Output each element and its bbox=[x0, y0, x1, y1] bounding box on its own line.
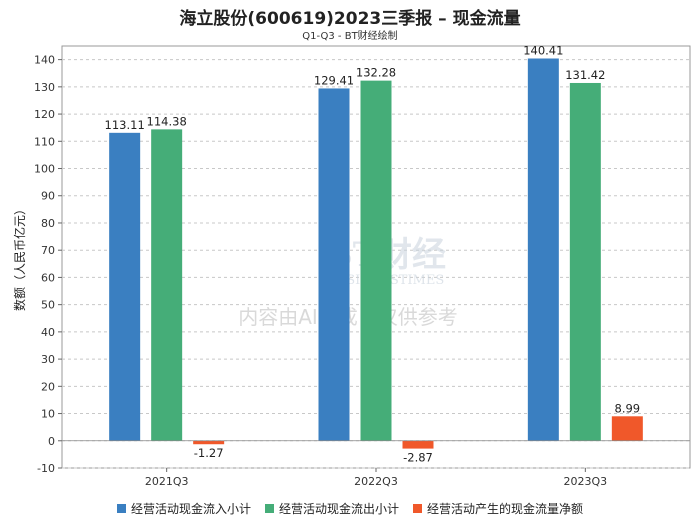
legend-swatch bbox=[116, 504, 126, 513]
y-tick-label: 110 bbox=[34, 135, 55, 148]
y-tick-label: 30 bbox=[41, 353, 55, 366]
legend-swatch bbox=[264, 504, 274, 513]
y-tick-label: 40 bbox=[41, 326, 55, 339]
bar-value-label: -2.87 bbox=[403, 451, 433, 465]
y-tick-label: 70 bbox=[41, 244, 55, 257]
x-tick-label: 2021Q3 bbox=[145, 475, 189, 488]
bar bbox=[360, 80, 392, 441]
bar bbox=[109, 132, 141, 441]
y-axis-label: 数额（人民币亿元） bbox=[12, 203, 27, 311]
y-tick-label: 10 bbox=[41, 408, 55, 421]
legend-swatch bbox=[413, 504, 422, 513]
bar bbox=[402, 440, 434, 449]
y-tick-label: 50 bbox=[41, 299, 55, 312]
chart-legend: 经营活动现金流入小计 经营活动现金流出小计 经营活动产生的现金流量净额 bbox=[0, 500, 700, 517]
y-tick-label: 140 bbox=[34, 54, 55, 67]
y-tick-label: 120 bbox=[34, 108, 55, 121]
bar-value-label: -1.27 bbox=[194, 446, 224, 460]
bar bbox=[611, 416, 643, 441]
bar-chart: -100102030405060708090100110120130140BT财… bbox=[12, 43, 691, 488]
bar-value-label: 113.11 bbox=[105, 118, 145, 132]
bar-value-label: 114.38 bbox=[147, 114, 187, 128]
bar-value-label: 132.28 bbox=[356, 66, 396, 80]
legend-item: 经营活动产生的现金流量净额 bbox=[413, 500, 583, 517]
x-tick-label: 2022Q3 bbox=[354, 475, 398, 488]
y-tick-label: 20 bbox=[41, 380, 55, 393]
bar bbox=[569, 82, 601, 441]
bar bbox=[318, 88, 350, 441]
y-tick-label: 100 bbox=[34, 163, 55, 176]
legend-label: 经营活动现金流入小计 bbox=[130, 502, 251, 516]
legend-label: 经营活动产生的现金流量净额 bbox=[427, 502, 584, 516]
y-tick-label: 90 bbox=[41, 190, 55, 203]
y-tick-label: 130 bbox=[34, 81, 55, 94]
legend-item: 经营活动现金流入小计 bbox=[116, 500, 251, 517]
chart-title: 海立股份(600619)2023三季报 – 现金流量 bbox=[179, 9, 521, 29]
bar-value-label: 131.42 bbox=[565, 68, 605, 82]
bar-value-label: 140.41 bbox=[523, 43, 563, 57]
bar bbox=[151, 129, 183, 441]
y-tick-label: 60 bbox=[41, 271, 55, 284]
y-tick-label: 80 bbox=[41, 217, 55, 230]
y-tick-label: 0 bbox=[48, 435, 55, 448]
x-tick-label: 2023Q3 bbox=[564, 475, 608, 488]
bar-value-label: 8.99 bbox=[615, 401, 641, 415]
y-tick-label: -10 bbox=[37, 462, 55, 475]
bar bbox=[527, 58, 559, 441]
chart-subtitle: Q1-Q3 - BT财经绘制 bbox=[302, 31, 398, 42]
bar-value-label: 129.41 bbox=[314, 73, 354, 87]
legend-label: 经营活动现金流出小计 bbox=[278, 502, 399, 516]
bar bbox=[193, 440, 225, 445]
legend-item: 经营活动现金流出小计 bbox=[264, 500, 399, 517]
